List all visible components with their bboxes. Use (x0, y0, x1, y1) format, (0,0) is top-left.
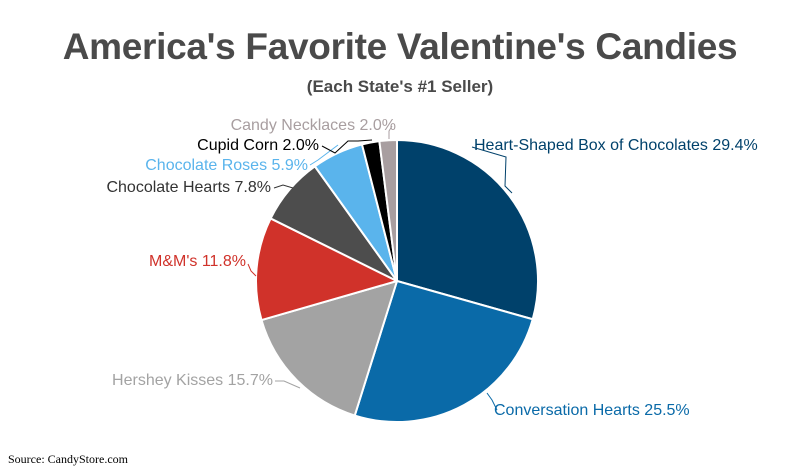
leader-line (321, 139, 373, 154)
slice-labels: Heart-Shaped Box of Chocolates 29.4% Conv… (106, 117, 757, 419)
slice-label: Chocolate Roses 5.9% (145, 157, 308, 174)
slice-label: M&M's 11.8% (149, 253, 246, 270)
pie-slice-m-m-s (255, 217, 398, 322)
pie-slice-hershey-kisses (260, 280, 398, 417)
leader-line (388, 125, 393, 139)
slice-label: Cupid Corn 2.0% (197, 137, 319, 154)
slice-label: Candy Necklaces 2.0% (231, 117, 396, 134)
source-note: Source: CandyStore.com (8, 452, 128, 466)
leader-line (309, 144, 339, 166)
leader-line (247, 263, 257, 277)
label-leader-lines (247, 125, 513, 411)
slice-label: Heart-Shaped Box of Chocolates 29.4% (474, 137, 758, 154)
slice-label: Hershey Kisses 15.7% (112, 372, 273, 389)
pie-slice-heart-shaped-box-of-chocolates (396, 139, 540, 321)
leader-line (486, 392, 498, 411)
leader-line (275, 380, 301, 389)
leader-line (471, 146, 513, 194)
slice-label: Conversation Hearts 25.5% (494, 402, 690, 419)
leader-line (273, 184, 294, 189)
pie-slice-candy-necklaces (378, 139, 398, 282)
chart-title: America's Favorite Valentine's Candies (62, 26, 738, 67)
pie-slice-conversation-hearts (353, 280, 534, 423)
slice-label: Chocolate Hearts 7.8% (106, 179, 271, 196)
pie-slices (255, 139, 540, 423)
chart-subtitle: (Each State's #1 Seller) (306, 77, 494, 96)
